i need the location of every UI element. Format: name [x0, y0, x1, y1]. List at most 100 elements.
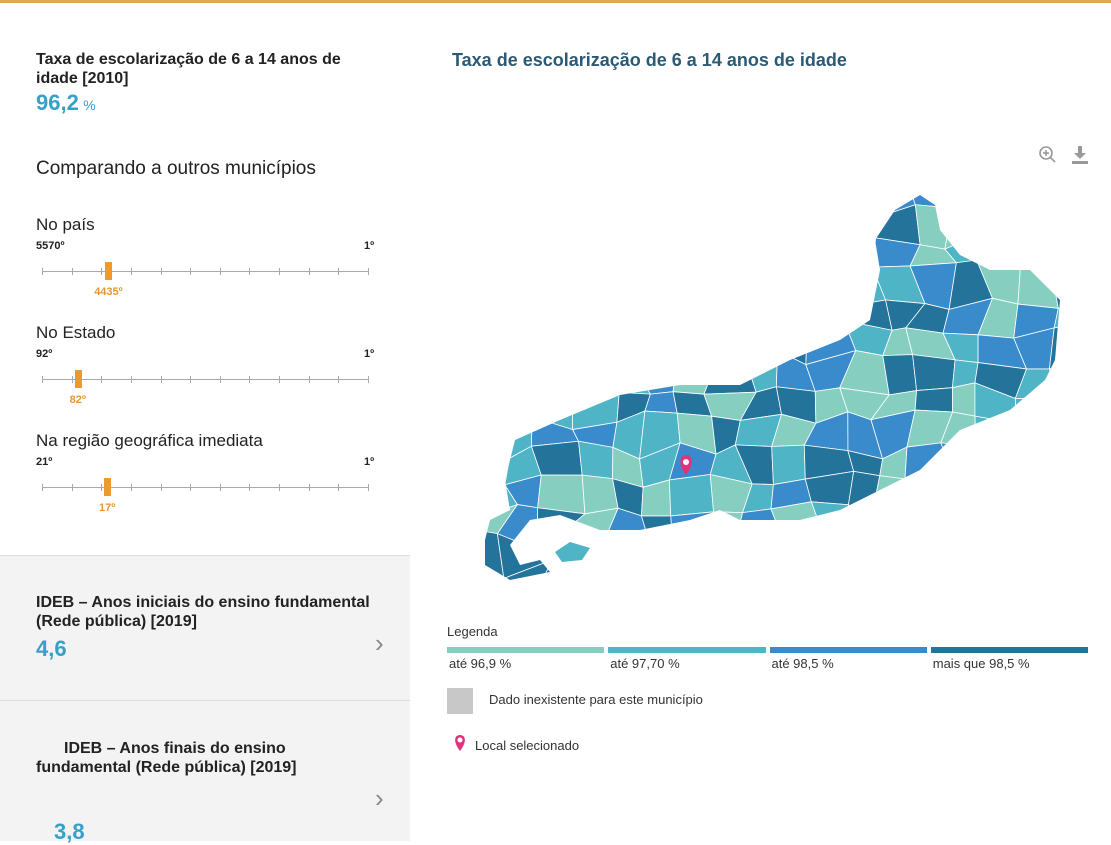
municipality[interactable] [777, 322, 808, 366]
municipality[interactable] [473, 304, 520, 332]
municipality[interactable] [1008, 446, 1044, 487]
municipality[interactable] [498, 352, 543, 400]
municipality[interactable] [972, 203, 1021, 240]
municipality[interactable] [838, 217, 877, 239]
municipality[interactable] [904, 442, 956, 480]
municipality[interactable] [440, 565, 474, 600]
municipality[interactable] [870, 504, 920, 537]
municipality[interactable] [1079, 410, 1100, 456]
municipality[interactable] [746, 242, 788, 278]
municipality[interactable] [537, 474, 586, 515]
municipality[interactable] [710, 180, 749, 208]
municipality[interactable] [734, 540, 788, 576]
municipality[interactable] [1078, 500, 1100, 546]
municipality[interactable] [977, 180, 1023, 214]
municipality[interactable] [1016, 480, 1060, 509]
municipality[interactable] [1048, 357, 1092, 399]
municipality[interactable] [440, 322, 483, 362]
municipality[interactable] [670, 244, 722, 262]
municipality[interactable] [501, 386, 538, 418]
municipality[interactable] [503, 262, 548, 310]
municipality[interactable] [503, 559, 553, 600]
municipality[interactable] [1085, 352, 1100, 398]
municipality[interactable] [466, 236, 518, 277]
municipality[interactable] [599, 276, 639, 309]
municipality[interactable] [702, 539, 748, 577]
municipality[interactable] [1019, 238, 1051, 263]
municipality[interactable] [440, 269, 473, 305]
municipality[interactable] [508, 180, 535, 221]
municipality[interactable] [604, 232, 650, 278]
municipality[interactable] [482, 414, 511, 459]
municipality[interactable] [923, 561, 961, 600]
municipality[interactable] [1053, 307, 1093, 329]
municipality[interactable] [505, 239, 542, 266]
municipality[interactable] [1057, 396, 1085, 429]
municipality[interactable] [503, 302, 548, 332]
municipality[interactable] [974, 415, 1018, 447]
municipality[interactable] [602, 563, 651, 600]
municipality[interactable] [531, 382, 574, 431]
municipality[interactable] [440, 358, 483, 394]
municipality[interactable] [573, 328, 611, 361]
municipality[interactable] [530, 262, 582, 304]
municipality[interactable] [1009, 180, 1052, 205]
municipality[interactable] [578, 440, 614, 480]
municipality[interactable] [806, 297, 845, 332]
municipality[interactable] [780, 297, 816, 332]
municipality[interactable] [440, 236, 484, 275]
municipality[interactable] [570, 296, 611, 337]
municipality[interactable] [1042, 247, 1086, 269]
municipality[interactable] [904, 475, 956, 520]
municipality[interactable] [536, 354, 575, 388]
municipality[interactable] [944, 207, 991, 250]
municipality[interactable] [813, 229, 845, 271]
municipality[interactable] [440, 305, 473, 337]
municipality[interactable] [744, 262, 789, 309]
municipality[interactable] [743, 322, 785, 355]
municipality[interactable] [943, 475, 979, 520]
municipality[interactable] [710, 322, 751, 355]
municipality[interactable] [670, 573, 714, 600]
municipality[interactable] [1009, 201, 1052, 251]
municipality[interactable] [785, 229, 816, 264]
municipality[interactable] [533, 180, 587, 210]
municipality[interactable] [440, 502, 484, 548]
municipality[interactable] [780, 260, 816, 309]
municipality[interactable] [570, 273, 615, 309]
municipality[interactable] [1076, 208, 1100, 247]
municipality[interactable] [1014, 562, 1056, 600]
municipality[interactable] [746, 565, 788, 600]
municipality[interactable] [574, 203, 609, 240]
municipality[interactable] [1078, 484, 1100, 515]
municipality[interactable] [571, 382, 620, 431]
municipality[interactable] [871, 529, 928, 577]
municipality[interactable] [640, 515, 674, 541]
municipality[interactable] [820, 535, 857, 576]
municipality[interactable] [940, 442, 977, 481]
municipality[interactable] [667, 295, 712, 341]
municipality[interactable] [440, 384, 483, 417]
municipality[interactable] [645, 531, 676, 575]
municipality[interactable] [943, 514, 987, 546]
municipality[interactable] [605, 349, 652, 395]
municipality[interactable] [702, 511, 744, 542]
municipality[interactable] [571, 350, 620, 393]
municipality[interactable] [1076, 180, 1100, 214]
municipality[interactable] [813, 260, 844, 309]
municipality[interactable] [440, 412, 483, 460]
municipality[interactable] [604, 205, 650, 236]
municipality[interactable] [1040, 447, 1084, 487]
municipality[interactable] [506, 208, 542, 248]
municipality[interactable] [473, 320, 520, 362]
municipality[interactable] [647, 204, 674, 247]
download-icon[interactable] [1072, 146, 1088, 164]
municipality[interactable] [952, 382, 976, 417]
municipality[interactable] [746, 205, 787, 248]
municipality[interactable] [1079, 389, 1100, 427]
municipality[interactable] [1085, 242, 1100, 269]
municipality[interactable] [847, 470, 881, 521]
municipality[interactable] [1086, 260, 1100, 310]
municipality[interactable] [1040, 483, 1084, 503]
municipality[interactable] [771, 180, 812, 216]
